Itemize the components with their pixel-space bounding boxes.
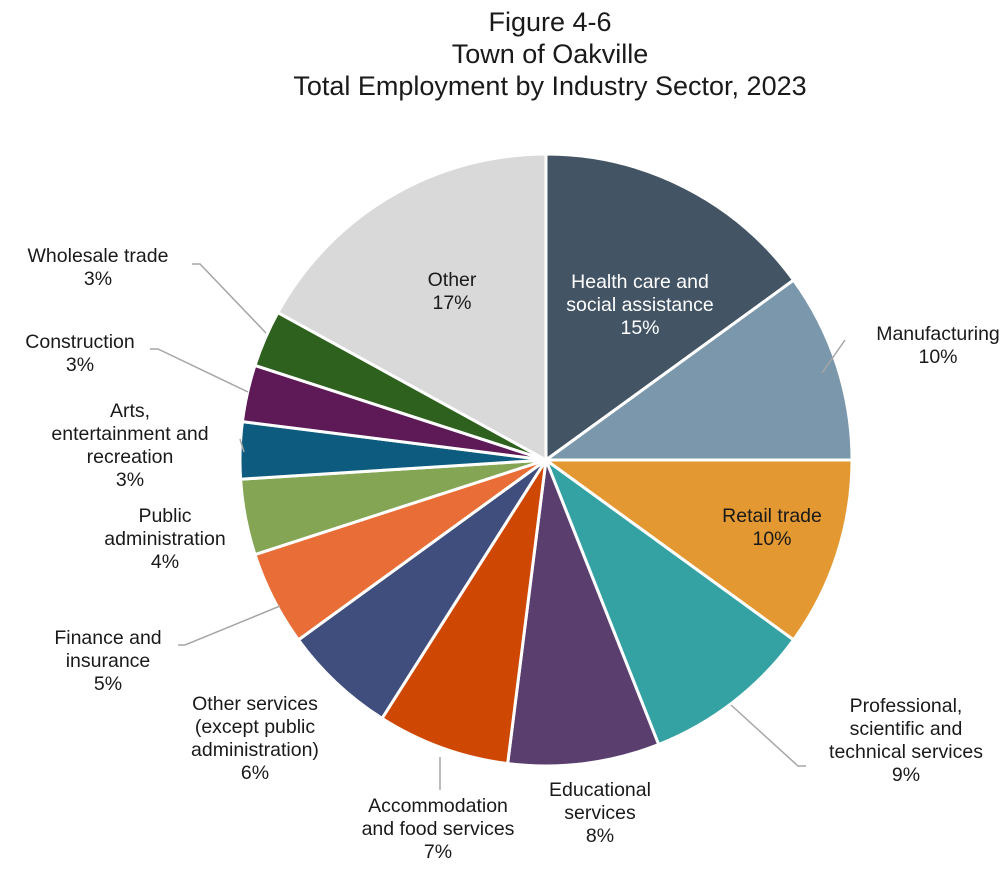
slice-label-4: Educational services 8% (549, 779, 651, 847)
slice-label-9: Arts, entertainment and recreation 3% (51, 400, 208, 491)
leader-line-10 (150, 348, 249, 393)
slice-label-8: Public administration 4% (104, 505, 225, 573)
slice-label-2: Retail trade 10% (722, 505, 822, 550)
leader-line-9 (239, 438, 245, 453)
slice-label-7: Finance and insurance 5% (54, 627, 161, 695)
leader-line-3 (730, 704, 806, 767)
chart-title-line-2: Town of Oakville (451, 39, 649, 69)
slice-label-1: Manufacturing 10% (876, 323, 1000, 368)
chart-title: Figure 4-6 Town of Oakville Total Employ… (0, 6, 1008, 102)
slice-label-6: Other services (except public administrati… (191, 693, 319, 784)
slice-label-11: Wholesale trade 3% (28, 245, 169, 290)
pie-slice-4 (506, 458, 661, 768)
chart-title-line-3: Total Employment by Industry Sector, 202… (293, 71, 807, 101)
pie-slice-5 (380, 458, 548, 766)
leader-line-1 (821, 339, 846, 374)
pie-slice-1 (544, 278, 854, 462)
pie-slice-12 (276, 152, 548, 462)
chart-title-line-1: Figure 4-6 (488, 7, 612, 37)
pie-slice-3 (544, 458, 796, 747)
slice-label-12: Other 17% (428, 269, 477, 314)
pie-slice-2 (544, 458, 854, 642)
leader-line-7 (178, 605, 281, 646)
pie-slice-0 (544, 152, 796, 462)
leader-line-11 (192, 263, 267, 334)
slice-label-10: Construction 3% (25, 331, 134, 376)
slice-label-5: Accommodation and food services 7% (362, 795, 515, 863)
slice-label-3: Professional, scientific and technical ser… (829, 695, 983, 786)
slice-label-0: Health care and social assistance 15% (566, 271, 713, 339)
